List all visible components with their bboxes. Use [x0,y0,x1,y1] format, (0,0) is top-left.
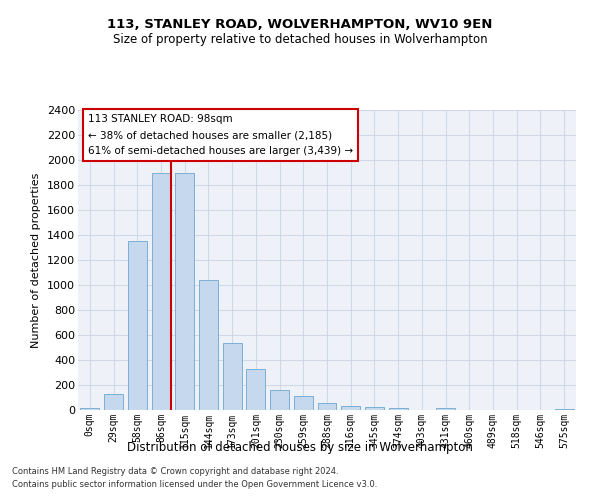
Bar [317,403,337,410]
Text: Contains HM Land Registry data © Crown copyright and database right 2024.: Contains HM Land Registry data © Crown c… [12,467,338,476]
Bar [223,342,242,410]
Bar [80,408,100,410]
Bar [270,390,289,410]
Bar [341,406,360,410]
Bar [294,396,313,410]
Text: Contains public sector information licensed under the Open Government Licence v3: Contains public sector information licen… [12,480,377,489]
Text: 113, STANLEY ROAD, WOLVERHAMPTON, WV10 9EN: 113, STANLEY ROAD, WOLVERHAMPTON, WV10 9… [107,18,493,30]
Y-axis label: Number of detached properties: Number of detached properties [31,172,41,348]
Bar [104,394,123,410]
Bar [389,408,407,410]
Bar [128,242,147,410]
Bar [152,172,170,410]
Bar [554,408,574,410]
Bar [365,407,384,410]
Bar [199,280,218,410]
Text: Size of property relative to detached houses in Wolverhampton: Size of property relative to detached ho… [113,32,487,46]
Text: 113 STANLEY ROAD: 98sqm
← 38% of detached houses are smaller (2,185)
61% of semi: 113 STANLEY ROAD: 98sqm ← 38% of detache… [88,114,353,156]
Bar [436,408,455,410]
Text: Distribution of detached houses by size in Wolverhampton: Distribution of detached houses by size … [127,441,473,454]
Bar [175,172,194,410]
Bar [247,369,265,410]
